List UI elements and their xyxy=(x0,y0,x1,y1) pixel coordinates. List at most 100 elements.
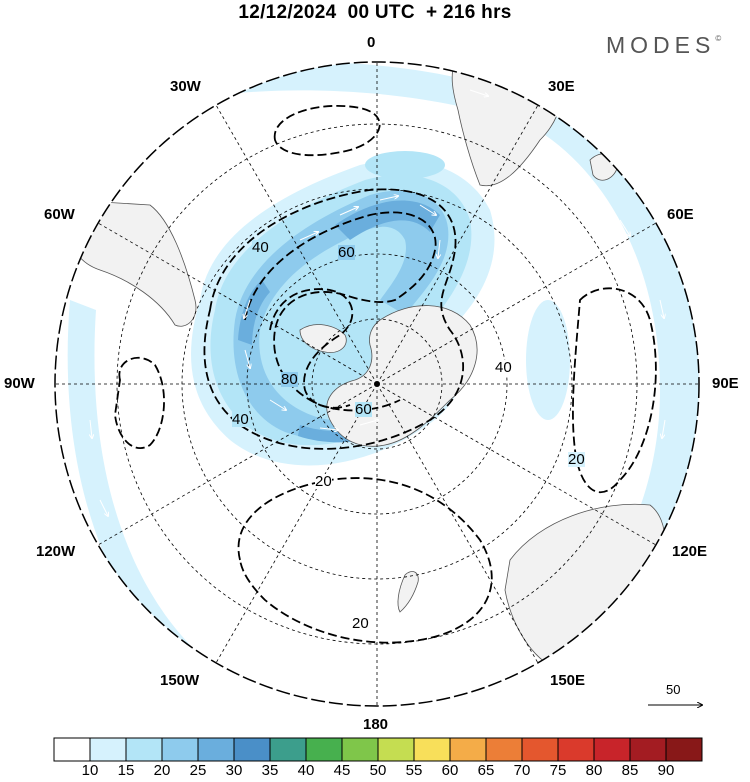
wind-vector xyxy=(99,499,108,516)
colorbar-tick-label: 85 xyxy=(621,762,639,779)
brand-logo: MODES© xyxy=(606,32,721,59)
colorbar-tick-label: 15 xyxy=(117,762,135,779)
wind-vector xyxy=(269,399,286,410)
land-australia xyxy=(504,503,666,671)
colorbar-tick-label: 20 xyxy=(153,762,171,779)
land-africa xyxy=(451,62,563,187)
colorbar-tick-label: 10 xyxy=(81,762,99,779)
jet-core xyxy=(335,200,440,240)
wind-patch-north xyxy=(365,151,445,179)
colorbar-tick-label: 55 xyxy=(405,762,423,779)
colorbar-swatch xyxy=(665,737,703,762)
contour-outer-40 xyxy=(203,188,464,450)
colorbar-swatch xyxy=(161,737,199,762)
contour-label: 20 xyxy=(315,473,332,490)
contour-label: 60 xyxy=(355,401,372,418)
lon-label-150e: 150E xyxy=(550,672,586,689)
lon-label-30e: 30E xyxy=(548,78,575,95)
wind-vector xyxy=(244,299,251,318)
colorbar-swatch xyxy=(233,737,271,762)
wind-vector xyxy=(662,419,666,438)
colorbar-tick-label: 25 xyxy=(189,762,207,779)
wind-vector xyxy=(359,420,378,426)
contour-lines xyxy=(114,104,657,644)
contour-east-loop xyxy=(572,287,657,494)
wind-patch-east xyxy=(526,300,570,420)
vector-legend-value: 50 xyxy=(666,682,681,697)
colorbar-swatch xyxy=(53,737,91,762)
colorbar-swatch xyxy=(413,737,451,762)
contour-label: 40 xyxy=(495,359,512,376)
lon-label-120e: 120E xyxy=(672,543,708,560)
contour-label: 60 xyxy=(338,244,355,261)
copyright-mark: © xyxy=(715,34,722,43)
colorbar xyxy=(53,737,703,762)
colorbar-swatch xyxy=(125,737,163,762)
contour-west-loop xyxy=(114,356,165,450)
colorbar-tick-label: 50 xyxy=(369,762,387,779)
lon-label-120w: 120W xyxy=(36,543,76,560)
colorbar-swatch xyxy=(305,737,343,762)
wind-vector xyxy=(244,349,250,368)
contour-label: 20 xyxy=(352,615,369,632)
contour-label: 20 xyxy=(568,451,585,468)
wind-vector xyxy=(379,196,398,201)
contour-20-large xyxy=(237,477,493,644)
wind-vectors xyxy=(90,80,665,516)
contour-label: 40 xyxy=(232,411,249,428)
colorbar-swatch xyxy=(593,737,631,762)
land-new-zealand xyxy=(397,571,419,613)
wind-vector xyxy=(438,239,440,258)
land-antarctic-peninsula xyxy=(299,324,347,353)
wind-vector xyxy=(659,299,664,318)
map-border xyxy=(54,61,700,707)
lon-label-30w: 30W xyxy=(170,78,201,95)
colorbar-tick-label: 65 xyxy=(477,762,495,779)
map-title: 12/12/2024 00 UTC + 216 hrs xyxy=(238,2,512,23)
lon-label-60e: 60E xyxy=(667,206,694,223)
lon-label-150w: 150W xyxy=(160,672,200,689)
contour-north-loop xyxy=(274,104,381,157)
jet-core-west xyxy=(238,280,270,345)
wind-vector xyxy=(339,207,358,216)
jet-inner xyxy=(233,190,449,441)
colorbar-swatch xyxy=(557,737,595,762)
wind-band-outer-west xyxy=(67,300,190,660)
lon-label-180: 180 xyxy=(363,716,389,733)
colorbar-swatch xyxy=(449,737,487,762)
colorbar-swatch xyxy=(89,737,127,762)
lon-label-60w: 60W xyxy=(44,206,75,223)
wind-vector xyxy=(242,80,261,82)
colorbar-tick-label: 90 xyxy=(657,762,675,779)
colorbar-tick-label: 80 xyxy=(585,762,603,779)
colorbar-tick-label: 45 xyxy=(333,762,351,779)
colorbar-swatch xyxy=(629,737,667,762)
colorbar-tick-label: 70 xyxy=(513,762,531,779)
wind-vector xyxy=(419,204,436,215)
colorbar-tick-label: 40 xyxy=(297,762,315,779)
colorbar-tick-label: 75 xyxy=(549,762,567,779)
colorbar-swatch xyxy=(521,737,559,762)
colorbar-tick-label: 60 xyxy=(441,762,459,779)
colorbar-swatch xyxy=(341,737,379,762)
colorbar-tick-label: 35 xyxy=(261,762,279,779)
colorbar-swatch xyxy=(269,737,307,762)
wind-vector xyxy=(619,219,630,236)
contour-label: 80 xyxy=(281,371,298,388)
wind-vector xyxy=(90,419,92,438)
contour-inner-80 xyxy=(269,288,354,409)
lon-label-0: 0 xyxy=(367,34,376,51)
contour-mid-60 xyxy=(244,211,437,412)
colorbar-tick-label: 30 xyxy=(225,762,243,779)
south-pole-marker xyxy=(374,381,380,387)
colorbar-swatch xyxy=(377,737,415,762)
lon-label-90w: 90W xyxy=(4,375,35,392)
colorbar-swatch xyxy=(197,737,235,762)
colorbar-swatch xyxy=(485,737,523,762)
wind-vector xyxy=(319,428,338,430)
land-south-america xyxy=(69,199,197,327)
wind-vector xyxy=(299,232,318,241)
brand-name: MODES xyxy=(606,32,716,58)
wind-vector xyxy=(469,89,488,96)
